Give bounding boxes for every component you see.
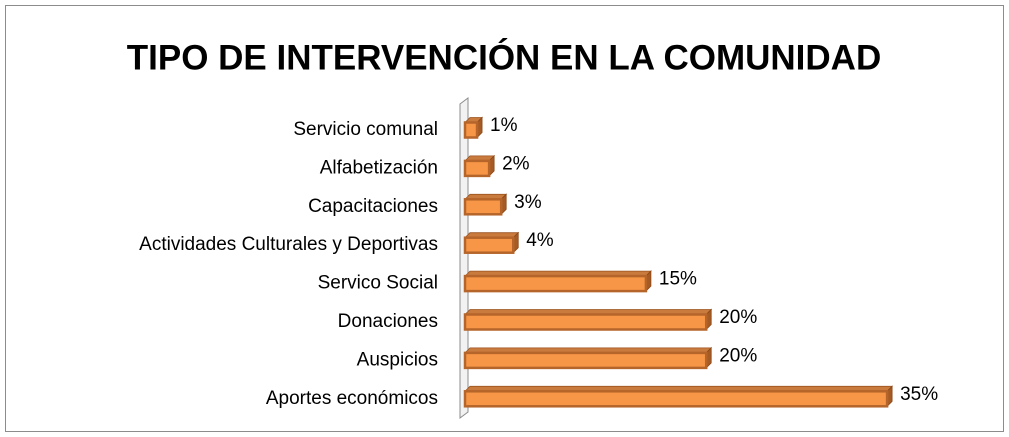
data-label: 1%: [490, 115, 518, 136]
category-label: Donaciones: [338, 311, 438, 332]
bar: [463, 236, 515, 254]
data-label: 3%: [514, 192, 542, 213]
bar: [463, 274, 648, 293]
data-label: 4%: [526, 230, 554, 251]
bar: [463, 159, 491, 178]
bar: [463, 198, 503, 216]
category-label: Auspicios: [357, 349, 438, 370]
data-label: 2%: [502, 153, 530, 174]
bar: [463, 390, 889, 408]
category-label: Capacitaciones: [308, 196, 438, 217]
category-label: Actividades Culturales y Deportivas: [139, 234, 438, 255]
data-label: 20%: [719, 345, 757, 366]
axis-wall: [459, 97, 469, 419]
category-label: Servicio comunal: [293, 119, 438, 140]
bar: [463, 351, 708, 370]
bar: [463, 121, 479, 139]
category-label: Alfabetización: [320, 157, 438, 178]
chart-title: TIPO DE INTERVENCIÓN EN LA COMUNIDAD: [127, 37, 881, 77]
category-label: Servico Social: [318, 273, 438, 294]
category-label: Aportes económicos: [266, 388, 438, 409]
data-label: 15%: [659, 269, 697, 290]
bar: [463, 313, 708, 331]
data-label: 35%: [900, 384, 938, 405]
data-label: 20%: [719, 307, 757, 328]
